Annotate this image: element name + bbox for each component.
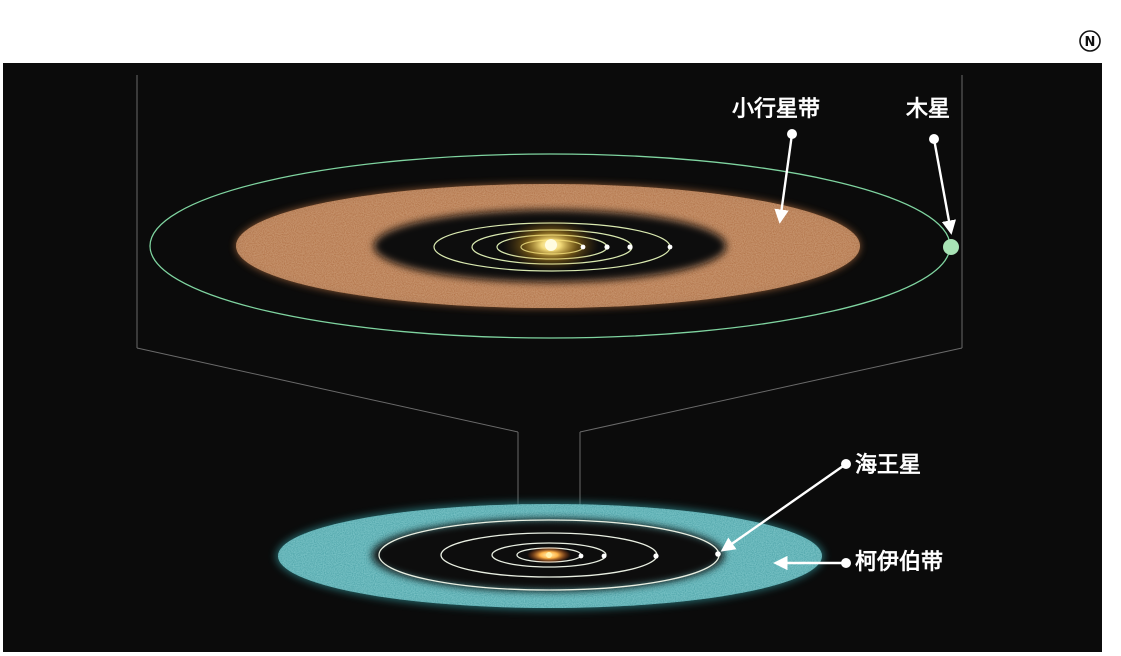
planet-uranus [653,553,659,559]
neptune-label: 海王星 [855,452,921,478]
jupiter-arrow [932,138,957,235]
callout-arrows [720,133,957,571]
neptune-arrow [720,463,847,552]
sun-small [546,552,552,558]
planet-jupiter [943,239,959,255]
planet-mars [667,244,673,250]
sun [545,239,557,251]
kuiper-belt-label: 柯伊伯带 [855,549,943,575]
planet-neptune [715,551,721,557]
planet-jupiter-small [578,553,584,559]
asteroid-belt-label: 小行星带 [732,96,820,122]
callout-dots [787,129,939,568]
inner-solar-system [149,153,959,339]
corner-badge: N [1079,30,1101,52]
planet-venus [604,244,610,250]
badge-text: N [1085,35,1096,50]
planet-earth [627,244,633,250]
planet-saturn [601,553,607,559]
jupiter-label: 木星 [905,97,950,122]
asteroid-belt-arrow [774,133,794,224]
planet-mercury [580,244,586,250]
outer-solar-system [276,502,824,610]
